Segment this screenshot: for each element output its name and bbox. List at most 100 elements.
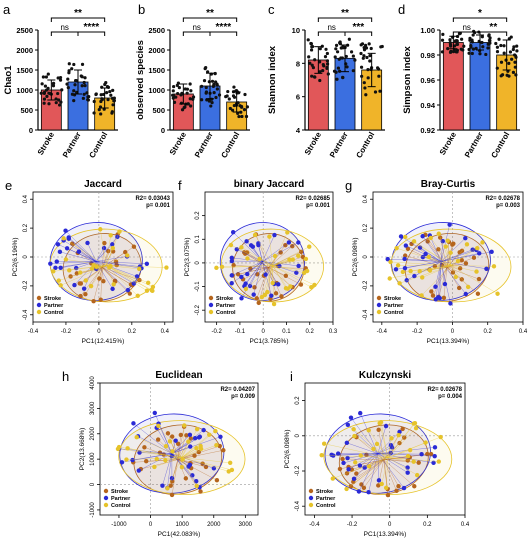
sample-point [169,434,175,439]
y-tick-label: 0.4 [23,194,29,203]
stat-r2: R2= 0.03043 [135,196,170,202]
x-tick-label: 0.2 [128,329,137,335]
spider-line [133,459,178,463]
category-label: Control [354,131,376,160]
data-point [106,98,110,102]
data-point [39,91,43,95]
data-point [92,99,96,104]
data-point [245,105,249,109]
legend-label: Partner [384,303,404,309]
legend-marker [36,295,42,301]
spider-line [446,267,480,280]
legend-label: Stroke [316,489,333,495]
sample-point [401,485,407,491]
data-point [366,68,370,72]
spider-line [440,241,444,262]
spider-line [171,453,189,467]
spider-line [106,265,148,291]
x-axis-label: PC1(42.083%) [158,531,201,538]
sample-point [156,423,161,429]
spider-line [396,247,452,266]
sample-point [447,222,452,227]
sample-point [58,265,63,271]
sample-point [101,245,107,251]
data-point [488,41,492,45]
sample-point [448,301,453,306]
sample-point [346,467,351,472]
category-label: Control [219,131,241,160]
data-point [51,82,55,86]
sample-point [265,289,270,295]
data-point [243,92,247,97]
x-tick-label: -0.4 [28,329,39,335]
sample-point [349,467,355,472]
spider-line [440,261,487,269]
x-tick-label: 0 [388,522,392,528]
spider-line [60,261,97,269]
spider-line [387,457,414,462]
data-point [359,51,363,56]
sample-point [218,434,223,439]
sample-point [214,477,220,483]
sample-point [412,484,417,489]
category-label: Stroke [303,130,324,157]
sample-point [377,420,382,426]
spider-line [272,265,287,289]
spider-line [241,261,263,299]
sample-point [405,453,411,459]
sample-point [272,232,277,238]
spider-line [383,459,397,491]
sample-point [110,286,115,292]
spider-line [96,236,118,262]
sample-point [197,434,203,439]
sample-point [194,426,200,432]
panel-title: Euclidean [155,370,202,381]
sample-point [207,432,212,437]
data-point [507,61,511,66]
sample-point [85,240,90,246]
data-point [515,49,519,53]
significance-label: ns [327,23,335,32]
sample-point [179,464,185,470]
data-point [83,83,87,88]
legend-marker [308,495,314,501]
spider-line [267,265,273,293]
data-point [183,87,187,91]
x-tick-label: 0 [149,522,153,528]
sample-point [245,256,250,261]
data-point [481,45,485,49]
sample-point [130,457,135,463]
pcoa-panel-i: i Kulczynski -0.4 -0.2 0 0.2 0.4 -0.4 -0.2 0 0.2 PC… [284,369,470,538]
spider-line [272,265,291,287]
spider-line [387,457,418,476]
y-tick-label: 0 [161,126,165,135]
data-point [344,54,348,59]
sample-point [198,489,203,494]
pcoa-panel-h: h Euclidean -1000 0 1000 2000 3000 -1000 0 1000 20… [62,369,259,538]
sample-point [167,439,173,444]
legend-label: Partner [316,496,336,502]
sample-point [442,281,448,287]
data-point [513,60,517,64]
spider-line [259,258,273,266]
spider-line [69,265,107,271]
y-tick-label: -0.4 [23,309,29,320]
sample-point [221,448,226,453]
data-point [480,40,484,45]
y-tick-label: 6 [296,93,300,102]
data-point [42,90,47,95]
sample-point [165,431,171,436]
sample-point [194,478,199,484]
significance-label: ** [341,8,349,19]
data-point [217,93,222,97]
sample-point [250,244,256,249]
y-tick-label: 1500 [148,66,165,75]
data-point [99,93,103,97]
spider-line [332,457,388,479]
sample-point [286,240,292,245]
data-point [43,84,48,88]
spider-line [106,265,114,285]
data-point [469,45,473,49]
spider-line [387,258,442,262]
significance-label: ns [60,23,68,32]
